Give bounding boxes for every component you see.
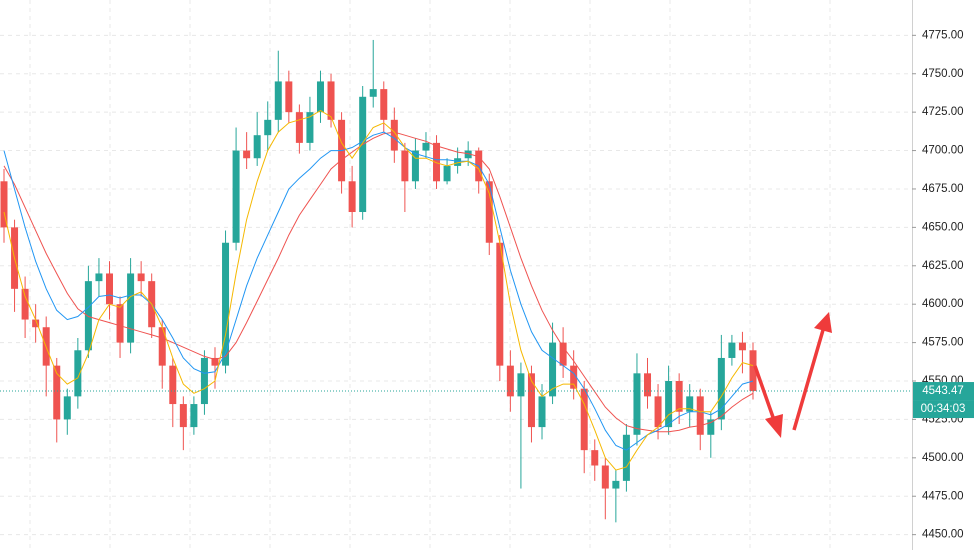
y-tick-label: 4450.00 — [922, 529, 964, 541]
candle-body — [401, 150, 409, 182]
candle-body — [601, 465, 609, 489]
moving-average-line — [3, 110, 754, 471]
candle-body — [21, 288, 29, 320]
moving-average-line — [3, 131, 754, 433]
time-grid — [29, 0, 831, 550]
y-tick-label: 4650.00 — [922, 221, 964, 233]
candle-body — [74, 350, 82, 397]
candle-body — [633, 373, 641, 435]
last-price-label: 4543.47 — [922, 385, 964, 397]
candle-body — [53, 365, 61, 420]
candle-body — [369, 89, 377, 97]
moving-average-line — [3, 131, 754, 451]
y-tick-label: 4600.00 — [922, 298, 964, 310]
candle-body — [612, 480, 620, 489]
candle-body — [580, 388, 588, 451]
candle-body — [622, 434, 630, 481]
candle-body — [665, 381, 673, 428]
candle-body — [390, 119, 398, 151]
candle-body — [316, 81, 324, 113]
candle-body — [169, 365, 177, 405]
candle-body — [538, 396, 546, 428]
candle-body — [84, 281, 92, 351]
candle-body — [253, 135, 261, 159]
candle-body — [686, 396, 694, 412]
candle-body — [274, 81, 282, 120]
candle-body — [380, 89, 388, 120]
y-tick-label: 4700.00 — [922, 145, 964, 157]
y-tick-label: 4725.00 — [922, 106, 964, 118]
candle-body — [0, 181, 8, 228]
candle-body — [728, 342, 736, 358]
candle-body — [137, 273, 145, 282]
countdown-label: 00:34:03 — [921, 403, 966, 415]
candle-body — [348, 181, 356, 213]
candle-body — [644, 373, 652, 397]
candle-body — [232, 150, 240, 243]
candles — [0, 39, 757, 523]
y-tick-label: 4500.00 — [922, 452, 964, 464]
last-price-box — [913, 382, 974, 401]
candle-body — [654, 396, 662, 428]
candle-body — [675, 381, 683, 412]
y-tick-label: 4575.00 — [922, 337, 964, 349]
candle-body — [527, 373, 535, 428]
candle-body — [127, 273, 135, 343]
candle-body — [116, 304, 124, 343]
candle-body — [95, 273, 103, 282]
candle-body — [63, 396, 71, 420]
candle-body — [222, 242, 230, 366]
y-tick-label: 4625.00 — [922, 260, 964, 272]
candle-body — [749, 350, 757, 392]
candle-body — [496, 242, 504, 366]
candle-body — [200, 357, 208, 405]
candle-body — [570, 365, 578, 389]
candle-body — [306, 112, 314, 143]
candle-body — [696, 396, 704, 435]
countdown-box — [913, 400, 974, 419]
candle-body — [717, 357, 725, 420]
candle-body — [359, 96, 367, 213]
candle-body — [443, 165, 451, 182]
y-tick-label: 4750.00 — [922, 68, 964, 80]
candle-body — [464, 150, 472, 159]
candle-body — [158, 327, 166, 366]
candle-body — [707, 419, 715, 435]
candle-body — [285, 81, 293, 113]
candle-body — [559, 342, 567, 366]
candle-body — [264, 119, 272, 136]
candle-body — [454, 158, 462, 166]
candle-body — [433, 142, 441, 182]
y-tick-label: 4675.00 — [922, 183, 964, 195]
candle-body — [738, 342, 746, 351]
candle-body — [190, 404, 198, 428]
candle-body — [591, 450, 599, 466]
candle-body — [506, 365, 514, 397]
candle-body — [243, 150, 251, 159]
candle-body — [549, 342, 557, 397]
candle-body — [32, 319, 40, 328]
y-tick-label: 4475.00 — [922, 490, 964, 502]
candle-body — [211, 357, 219, 366]
annotation-arrows — [753, 312, 832, 438]
candle-body — [517, 373, 525, 397]
candle-body — [105, 273, 113, 305]
candle-body — [179, 404, 187, 428]
candle-body — [485, 181, 493, 243]
candle-body — [327, 81, 335, 120]
candle-body — [411, 150, 419, 182]
y-tick-label: 4775.00 — [922, 29, 964, 41]
candle-body — [422, 142, 430, 151]
candle-body — [295, 112, 303, 143]
